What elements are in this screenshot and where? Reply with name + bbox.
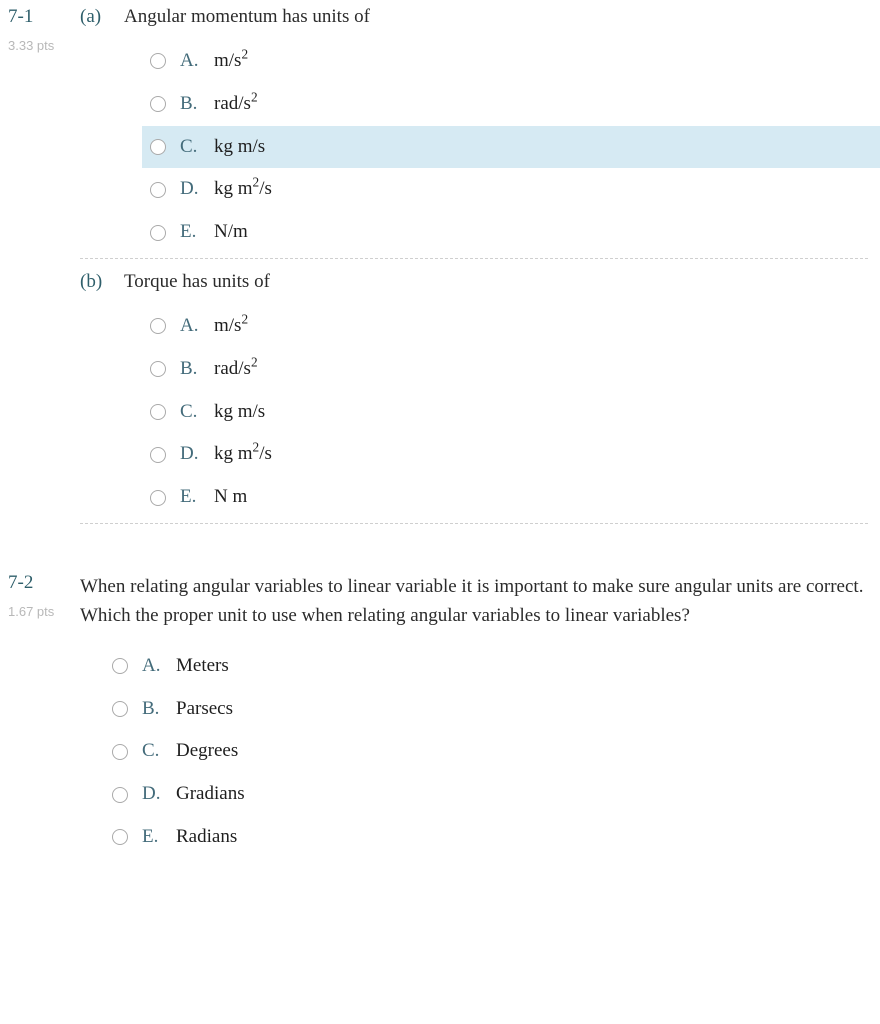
radio-icon[interactable]	[150, 139, 166, 155]
question-points: 1.67 pts	[8, 604, 72, 619]
radio-icon[interactable]	[150, 53, 166, 69]
question-meta: 7-1 3.33 pts	[8, 6, 80, 536]
option-row[interactable]: A.m/s2	[142, 40, 880, 83]
part-a-header: (a) Angular momentum has units of	[80, 6, 868, 28]
question-body: When relating angular variables to linea…	[80, 572, 868, 859]
option-letter: B.	[180, 93, 214, 116]
part-a-label: (a)	[80, 6, 124, 28]
part-a-stem: Angular momentum has units of	[124, 6, 868, 28]
radio-icon[interactable]	[150, 318, 166, 334]
option-row[interactable]: E.Radians	[104, 816, 868, 859]
option-text: Radians	[176, 826, 237, 849]
option-letter: E.	[180, 486, 214, 509]
option-text: kg m/s	[214, 401, 265, 424]
option-letter: E.	[142, 826, 176, 849]
option-letter: C.	[180, 136, 214, 159]
radio-icon[interactable]	[112, 701, 128, 717]
question-body: (a) Angular momentum has units of A.m/s2…	[80, 6, 868, 536]
option-letter: A.	[142, 655, 176, 678]
option-letter: B.	[180, 358, 214, 381]
question-number: 7-1	[8, 6, 72, 28]
part-divider	[80, 258, 868, 259]
question-options: A.MetersB.ParsecsC.DegreesD.GradiansE.Ra…	[104, 645, 868, 859]
option-row[interactable]: D.kg m2/s	[142, 433, 880, 476]
option-letter: C.	[142, 740, 176, 763]
option-text: kg m/s	[214, 136, 265, 159]
option-text: rad/s2	[214, 93, 258, 116]
option-row[interactable]: C.kg m/s	[142, 391, 880, 434]
radio-icon[interactable]	[112, 744, 128, 760]
option-row[interactable]: C.Degrees	[104, 730, 868, 773]
part-b-options: A.m/s2B.rad/s2C.kg m/sD.kg m2/sE.N m	[142, 305, 880, 519]
option-text: m/s2	[214, 315, 248, 338]
question-meta: 7-2 1.67 pts	[8, 572, 80, 859]
option-letter: B.	[142, 698, 176, 721]
option-row[interactable]: E.N m	[142, 476, 880, 519]
option-text: Meters	[176, 655, 229, 678]
radio-icon[interactable]	[150, 447, 166, 463]
radio-icon[interactable]	[150, 96, 166, 112]
option-letter: E.	[180, 221, 214, 244]
option-row[interactable]: E.N/m	[142, 211, 880, 254]
radio-icon[interactable]	[150, 225, 166, 241]
question-stem: When relating angular variables to linea…	[80, 572, 868, 631]
option-letter: C.	[180, 401, 214, 424]
part-b-label: (b)	[80, 271, 124, 293]
option-letter: D.	[180, 443, 214, 466]
option-text: kg m2/s	[214, 443, 272, 466]
option-text: m/s2	[214, 50, 248, 73]
radio-icon[interactable]	[150, 404, 166, 420]
option-row[interactable]: C.kg m/s	[142, 126, 880, 169]
option-text: Gradians	[176, 783, 245, 806]
option-letter: D.	[180, 178, 214, 201]
option-row[interactable]: A.m/s2	[142, 305, 880, 348]
vertical-spacer	[8, 536, 868, 572]
part-b-stem: Torque has units of	[124, 271, 868, 293]
radio-icon[interactable]	[150, 361, 166, 377]
option-letter: D.	[142, 783, 176, 806]
part-b-header: (b) Torque has units of	[80, 271, 868, 293]
radio-icon[interactable]	[150, 490, 166, 506]
part-a-options: A.m/s2B.rad/s2C.kg m/sD.kg m2/sE.N/m	[142, 40, 880, 254]
option-row[interactable]: D.kg m2/s	[142, 168, 880, 211]
option-row[interactable]: B.rad/s2	[142, 83, 880, 126]
option-row[interactable]: B.rad/s2	[142, 348, 880, 391]
question-divider	[80, 523, 868, 524]
option-row[interactable]: D.Gradians	[104, 773, 868, 816]
question-points: 3.33 pts	[8, 38, 72, 53]
question-7-2: 7-2 1.67 pts When relating angular varia…	[8, 572, 868, 859]
question-7-1: 7-1 3.33 pts (a) Angular momentum has un…	[8, 6, 868, 536]
option-text: Parsecs	[176, 698, 233, 721]
radio-icon[interactable]	[112, 658, 128, 674]
option-text: kg m2/s	[214, 178, 272, 201]
option-text: rad/s2	[214, 358, 258, 381]
option-text: N/m	[214, 221, 248, 244]
option-row[interactable]: B.Parsecs	[104, 688, 868, 731]
option-letter: A.	[180, 50, 214, 73]
option-letter: A.	[180, 315, 214, 338]
option-row[interactable]: A.Meters	[104, 645, 868, 688]
option-text: Degrees	[176, 740, 238, 763]
option-text: N m	[214, 486, 247, 509]
radio-icon[interactable]	[150, 182, 166, 198]
question-number: 7-2	[8, 572, 72, 594]
radio-icon[interactable]	[112, 829, 128, 845]
radio-icon[interactable]	[112, 787, 128, 803]
